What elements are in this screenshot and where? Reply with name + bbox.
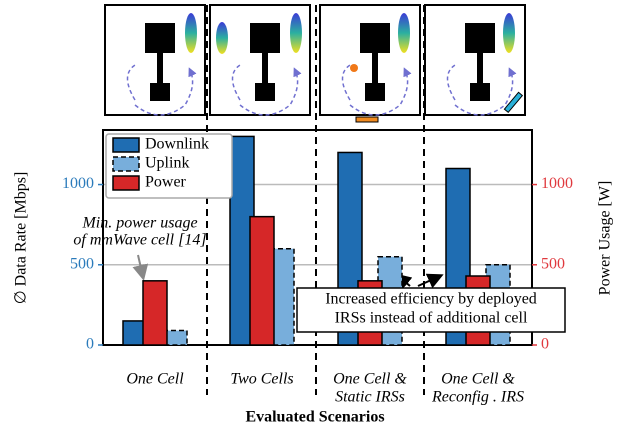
x-tick-label: Reconfig . IRS [431,389,524,406]
user-dot [350,64,358,72]
user-trace [185,13,197,53]
x-tick-label: One Cell [126,371,184,388]
y2-tick-label: 0 [541,336,549,353]
y-tick-label: 500 [70,255,94,272]
user-trace [216,22,228,54]
page: {"chart_data": {"type": "bar", "categori… [0,0,623,430]
y2-tick-label: 500 [541,255,565,272]
user-trace [290,13,302,53]
y-tick-label: 0 [86,336,94,353]
annotation: Min. power usage [81,215,197,232]
bar [143,281,167,345]
legend-swatch [113,176,139,190]
legend-label: Downlink [145,136,209,153]
user-trace [398,13,410,53]
y2-tick-label: 1000 [541,175,573,192]
legend-swatch [113,157,139,171]
y2-axis-label: Power Usage [W] [597,181,614,296]
x-axis-label: Evaluated Scenarios [245,409,384,426]
legend-label: Power [145,174,187,191]
irs [356,117,378,122]
arrow [418,276,440,286]
x-tick-label: Two Cells [230,371,293,388]
x-tick-label: One Cell & [441,371,515,388]
legend-swatch [113,138,139,152]
bar [250,217,274,345]
x-tick-label: One Cell & [333,371,407,388]
annotation: of mmWave cell [14] [73,232,206,249]
legend-label: Uplink [145,155,189,172]
x-tick-label: Static IRSs [335,389,405,406]
y-tick-label: 1000 [62,175,94,192]
annotation: IRSs instead of additional cell [335,310,528,327]
annotation: Increased efficiency by deployed [325,291,537,308]
user-trace [503,13,515,53]
arrow [138,255,143,277]
chart: ∅ Data Rate [Mbps] Power Usage [W] Evalu… [0,0,623,430]
y-axis-label: ∅ Data Rate [Mbps] [13,172,30,305]
